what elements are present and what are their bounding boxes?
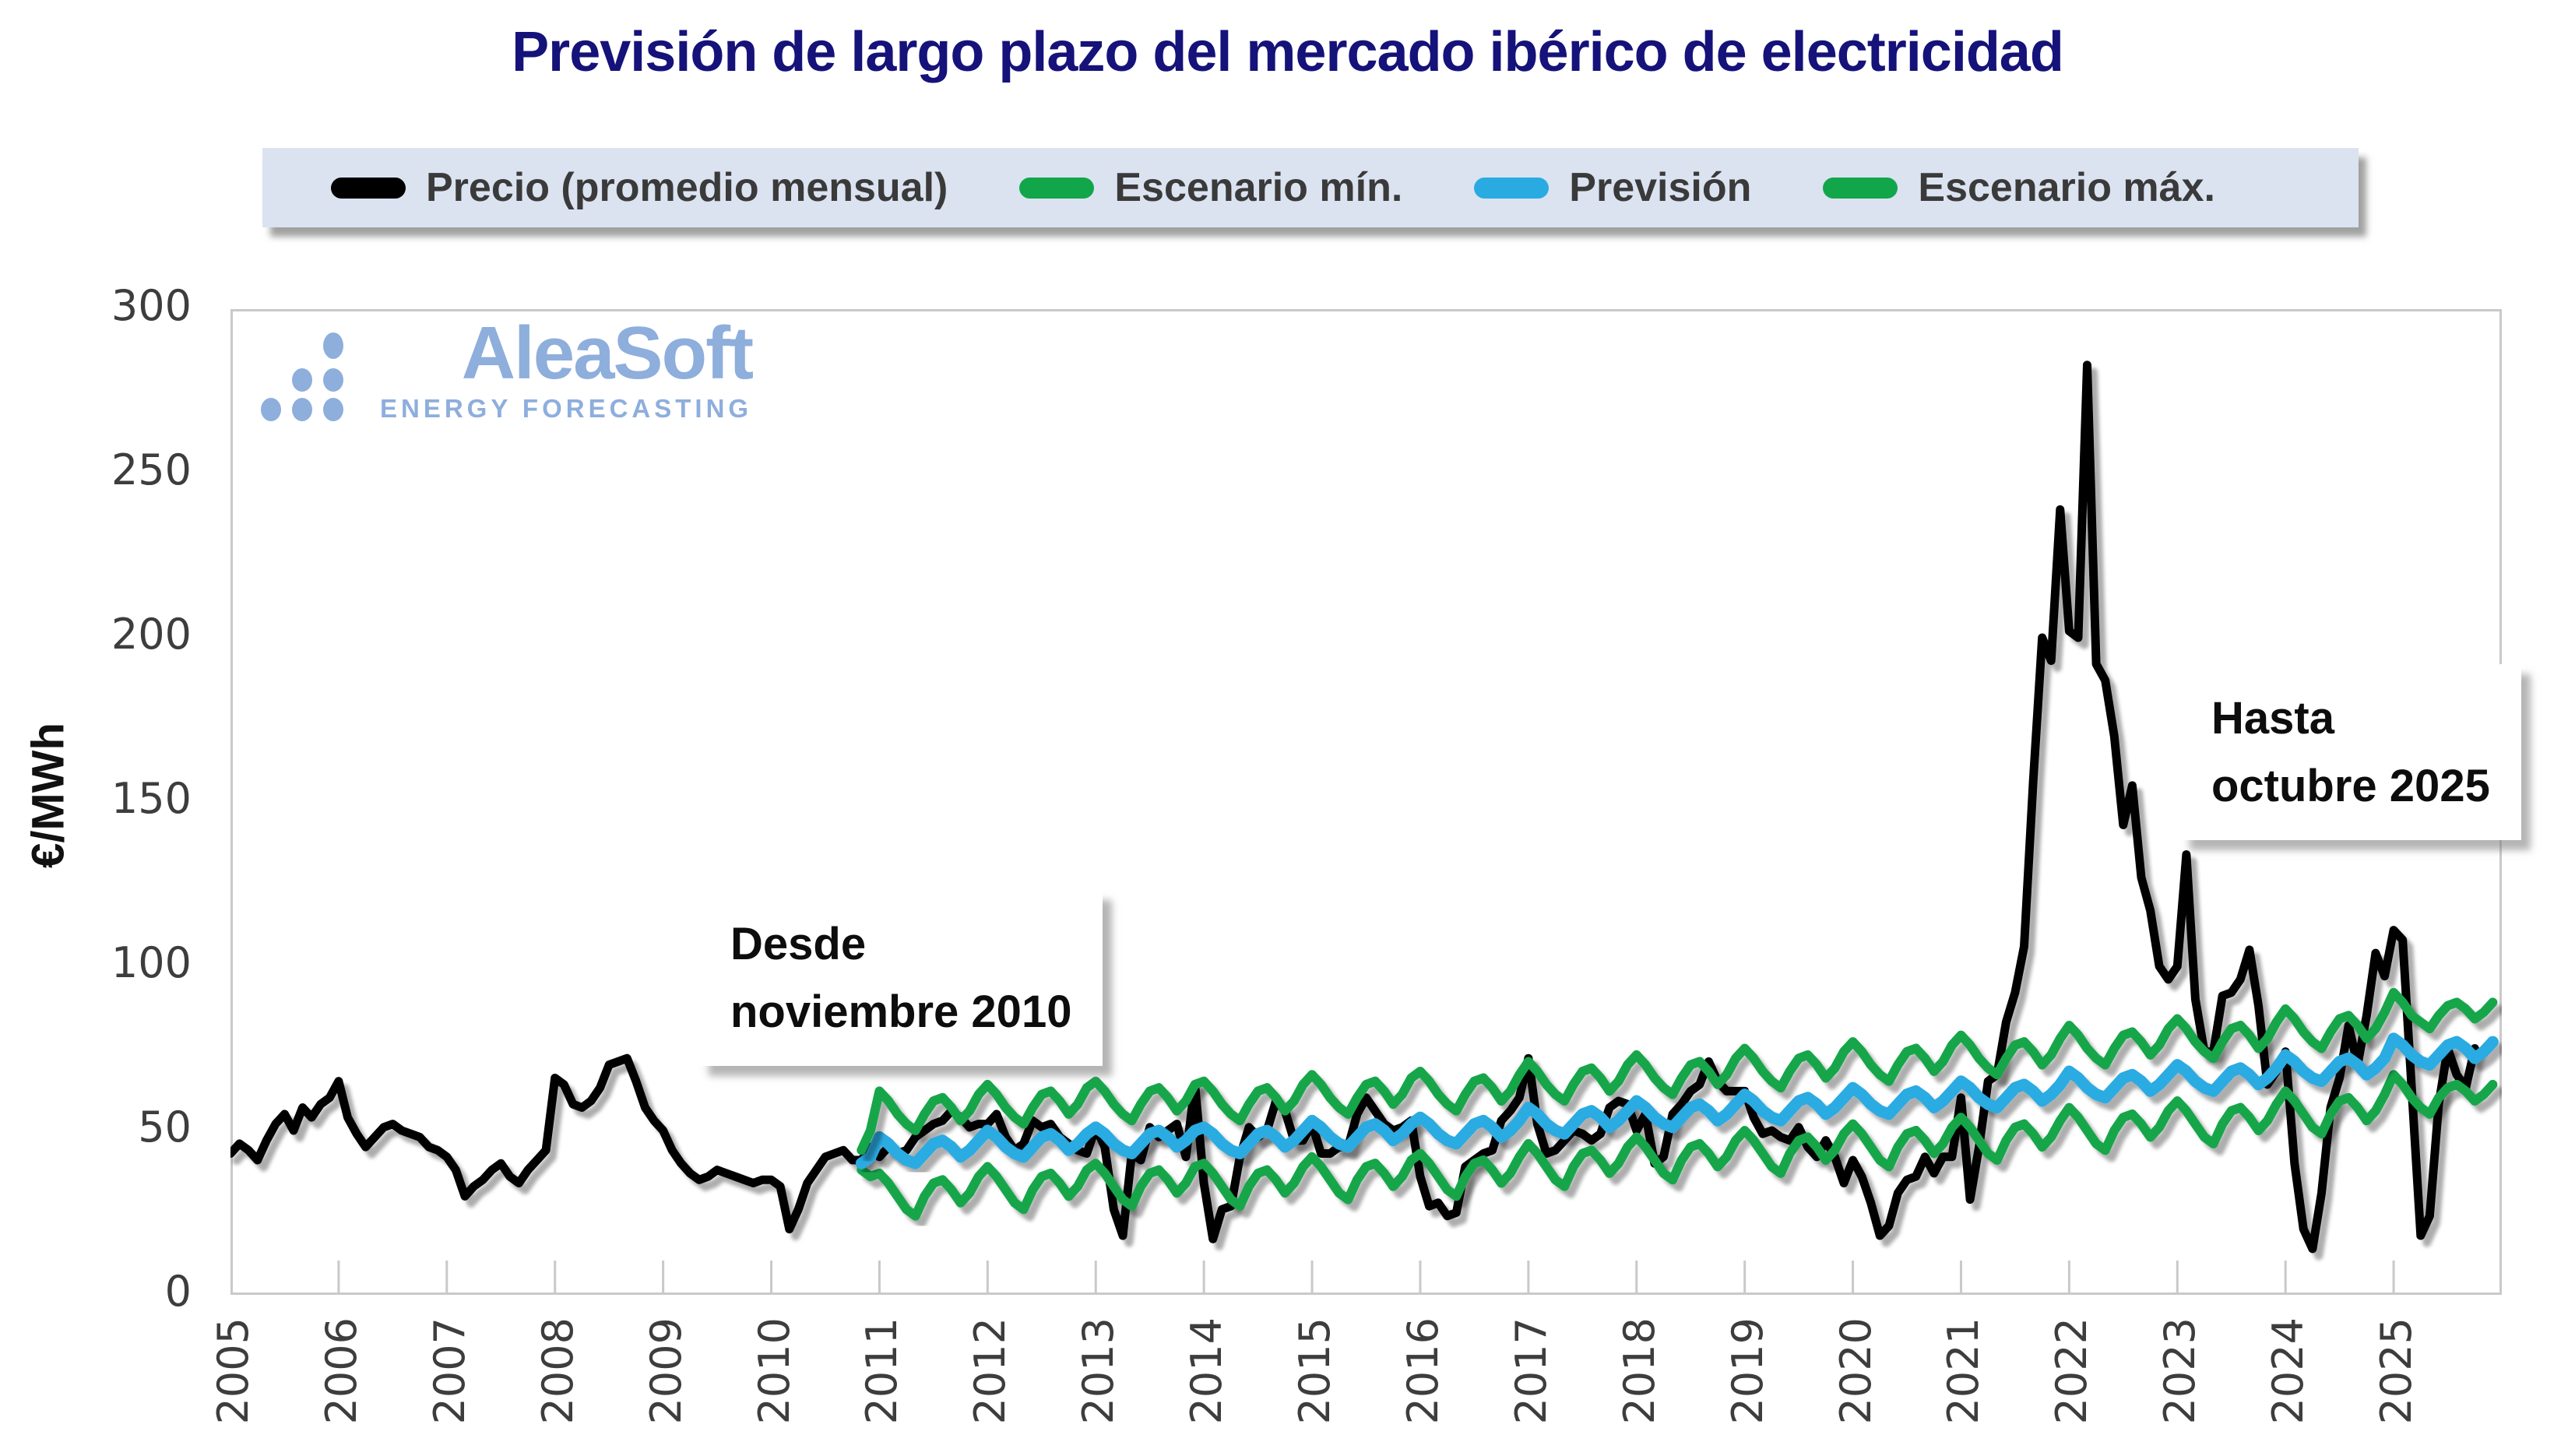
aleasoft-watermark: AleaSoft ENERGY FORECASTING <box>259 311 754 424</box>
aleasoft-tagline: ENERGY FORECASTING <box>380 394 753 424</box>
y-tick-label: 50 <box>138 1103 192 1152</box>
precio-line-swatch <box>331 177 406 199</box>
x-tick-label: 2023 <box>2155 1317 2205 1425</box>
x-tick-label: 2014 <box>1182 1317 1232 1425</box>
annotation-hasta-line1: Hasta <box>2211 693 2334 744</box>
x-tick-label: 2008 <box>533 1317 582 1425</box>
legend-bar: Precio (promedio mensual) Escenario mín.… <box>262 148 2359 227</box>
x-tick-label: 2015 <box>1290 1317 1340 1425</box>
x-tick-label: 2020 <box>1831 1317 1880 1425</box>
legend-label-prevision: Previsión <box>1569 165 1752 210</box>
y-tick-label: 0 <box>164 1267 192 1316</box>
x-tick-label: 2011 <box>857 1317 907 1425</box>
x-tick-label: 2021 <box>1939 1317 1989 1425</box>
annotation-desde-line1: Desde <box>730 919 867 969</box>
x-tick-label: 2019 <box>1722 1317 1772 1425</box>
aleasoft-dots-icon <box>261 332 343 422</box>
legend-item-precio: Precio (promedio mensual) <box>331 164 948 211</box>
x-tick-label: 2025 <box>2372 1317 2422 1425</box>
y-tick-label: 300 <box>111 281 192 330</box>
x-tick-label: 2017 <box>1506 1317 1556 1425</box>
legend-item-escenario-min: Escenario mín. <box>1019 164 1402 211</box>
escenario-min-line-swatch <box>1019 177 1095 199</box>
legend-item-prevision: Previsión <box>1474 164 1751 211</box>
annotation-hasta-octubre-2025: Hasta octubre 2025 <box>2180 664 2521 840</box>
plot-area <box>230 309 2502 1295</box>
escenario-max-line-swatch <box>1823 177 1898 199</box>
annotation-desde-noviembre-2010: Desde noviembre 2010 <box>699 890 1103 1066</box>
x-tick-label: 2024 <box>2264 1317 2313 1425</box>
legend-label-escenario-max: Escenario máx. <box>1918 165 2215 210</box>
legend-item-escenario-max: Escenario máx. <box>1823 164 2215 211</box>
x-tick-label: 2006 <box>316 1317 366 1425</box>
annotation-desde-line2: noviembre 2010 <box>730 986 1072 1037</box>
y-tick-label: 250 <box>111 445 192 494</box>
y-tick-label: 100 <box>111 938 192 987</box>
x-tick-label: 2009 <box>641 1317 691 1425</box>
prevision-line-swatch <box>1474 177 1550 199</box>
page-title: Previsión de largo plazo del mercado ibé… <box>512 21 2064 83</box>
x-tick-label: 2013 <box>1074 1317 1124 1425</box>
x-tick-label: 2005 <box>209 1317 258 1425</box>
legend-label-escenario-min: Escenario mín. <box>1114 165 1403 210</box>
x-tick-label: 2007 <box>424 1317 474 1425</box>
annotation-hasta-line2: octubre 2025 <box>2211 761 2490 811</box>
y-tick-label: 200 <box>111 610 192 659</box>
aleasoft-brand: AleaSoft <box>461 311 754 395</box>
x-tick-label: 2018 <box>1614 1317 1664 1425</box>
x-tick-label: 2010 <box>749 1317 799 1425</box>
x-tick-label: 2022 <box>2047 1317 2097 1425</box>
x-tick-label: 2016 <box>1398 1317 1448 1425</box>
legend-label-precio: Precio (promedio mensual) <box>426 165 948 210</box>
x-tick-label: 2012 <box>966 1317 1015 1425</box>
y-tick-label: 150 <box>111 774 192 823</box>
